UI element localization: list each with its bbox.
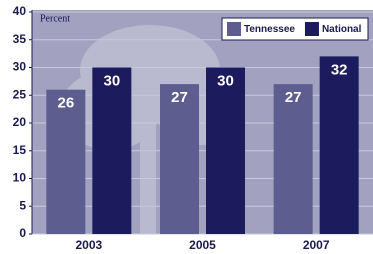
- data-label: 26: [57, 95, 74, 112]
- bar: [320, 56, 359, 234]
- data-label: 27: [285, 89, 302, 106]
- y-tick-label: 10: [13, 171, 27, 185]
- bar: [92, 68, 131, 235]
- bar: [160, 84, 199, 234]
- y-tick-label: 35: [13, 32, 27, 46]
- y-tick-label: 40: [13, 4, 27, 18]
- data-label: 27: [171, 89, 188, 106]
- data-label: 32: [331, 61, 348, 78]
- chart: Percent 0 5 10 15 20 25 30 35 40 2003 26 30 2005 27 30…: [0, 0, 373, 254]
- bar: [274, 84, 313, 234]
- legend-swatch: [305, 22, 319, 36]
- y-axis-label: Percent: [40, 13, 70, 24]
- x-tick-label: 2005: [189, 238, 216, 252]
- legend-label: National: [322, 24, 362, 35]
- y-tick-label: 0: [19, 226, 26, 240]
- x-tick-label: 2007: [303, 238, 330, 252]
- y-tick-label: 30: [13, 60, 27, 74]
- legend-label: Tennessee: [244, 24, 295, 35]
- data-label: 30: [217, 72, 234, 89]
- x-tick-label: 2003: [75, 238, 102, 252]
- data-label: 30: [103, 72, 120, 89]
- y-tick-label: 25: [13, 87, 27, 101]
- legend-swatch: [227, 22, 241, 36]
- y-tick-label: 20: [13, 115, 27, 129]
- y-tick-label: 5: [19, 198, 26, 212]
- bar: [206, 68, 245, 235]
- y-tick-label: 15: [13, 143, 27, 157]
- page: {"chart_data": {"type": "bar", "y_label"…: [0, 0, 373, 254]
